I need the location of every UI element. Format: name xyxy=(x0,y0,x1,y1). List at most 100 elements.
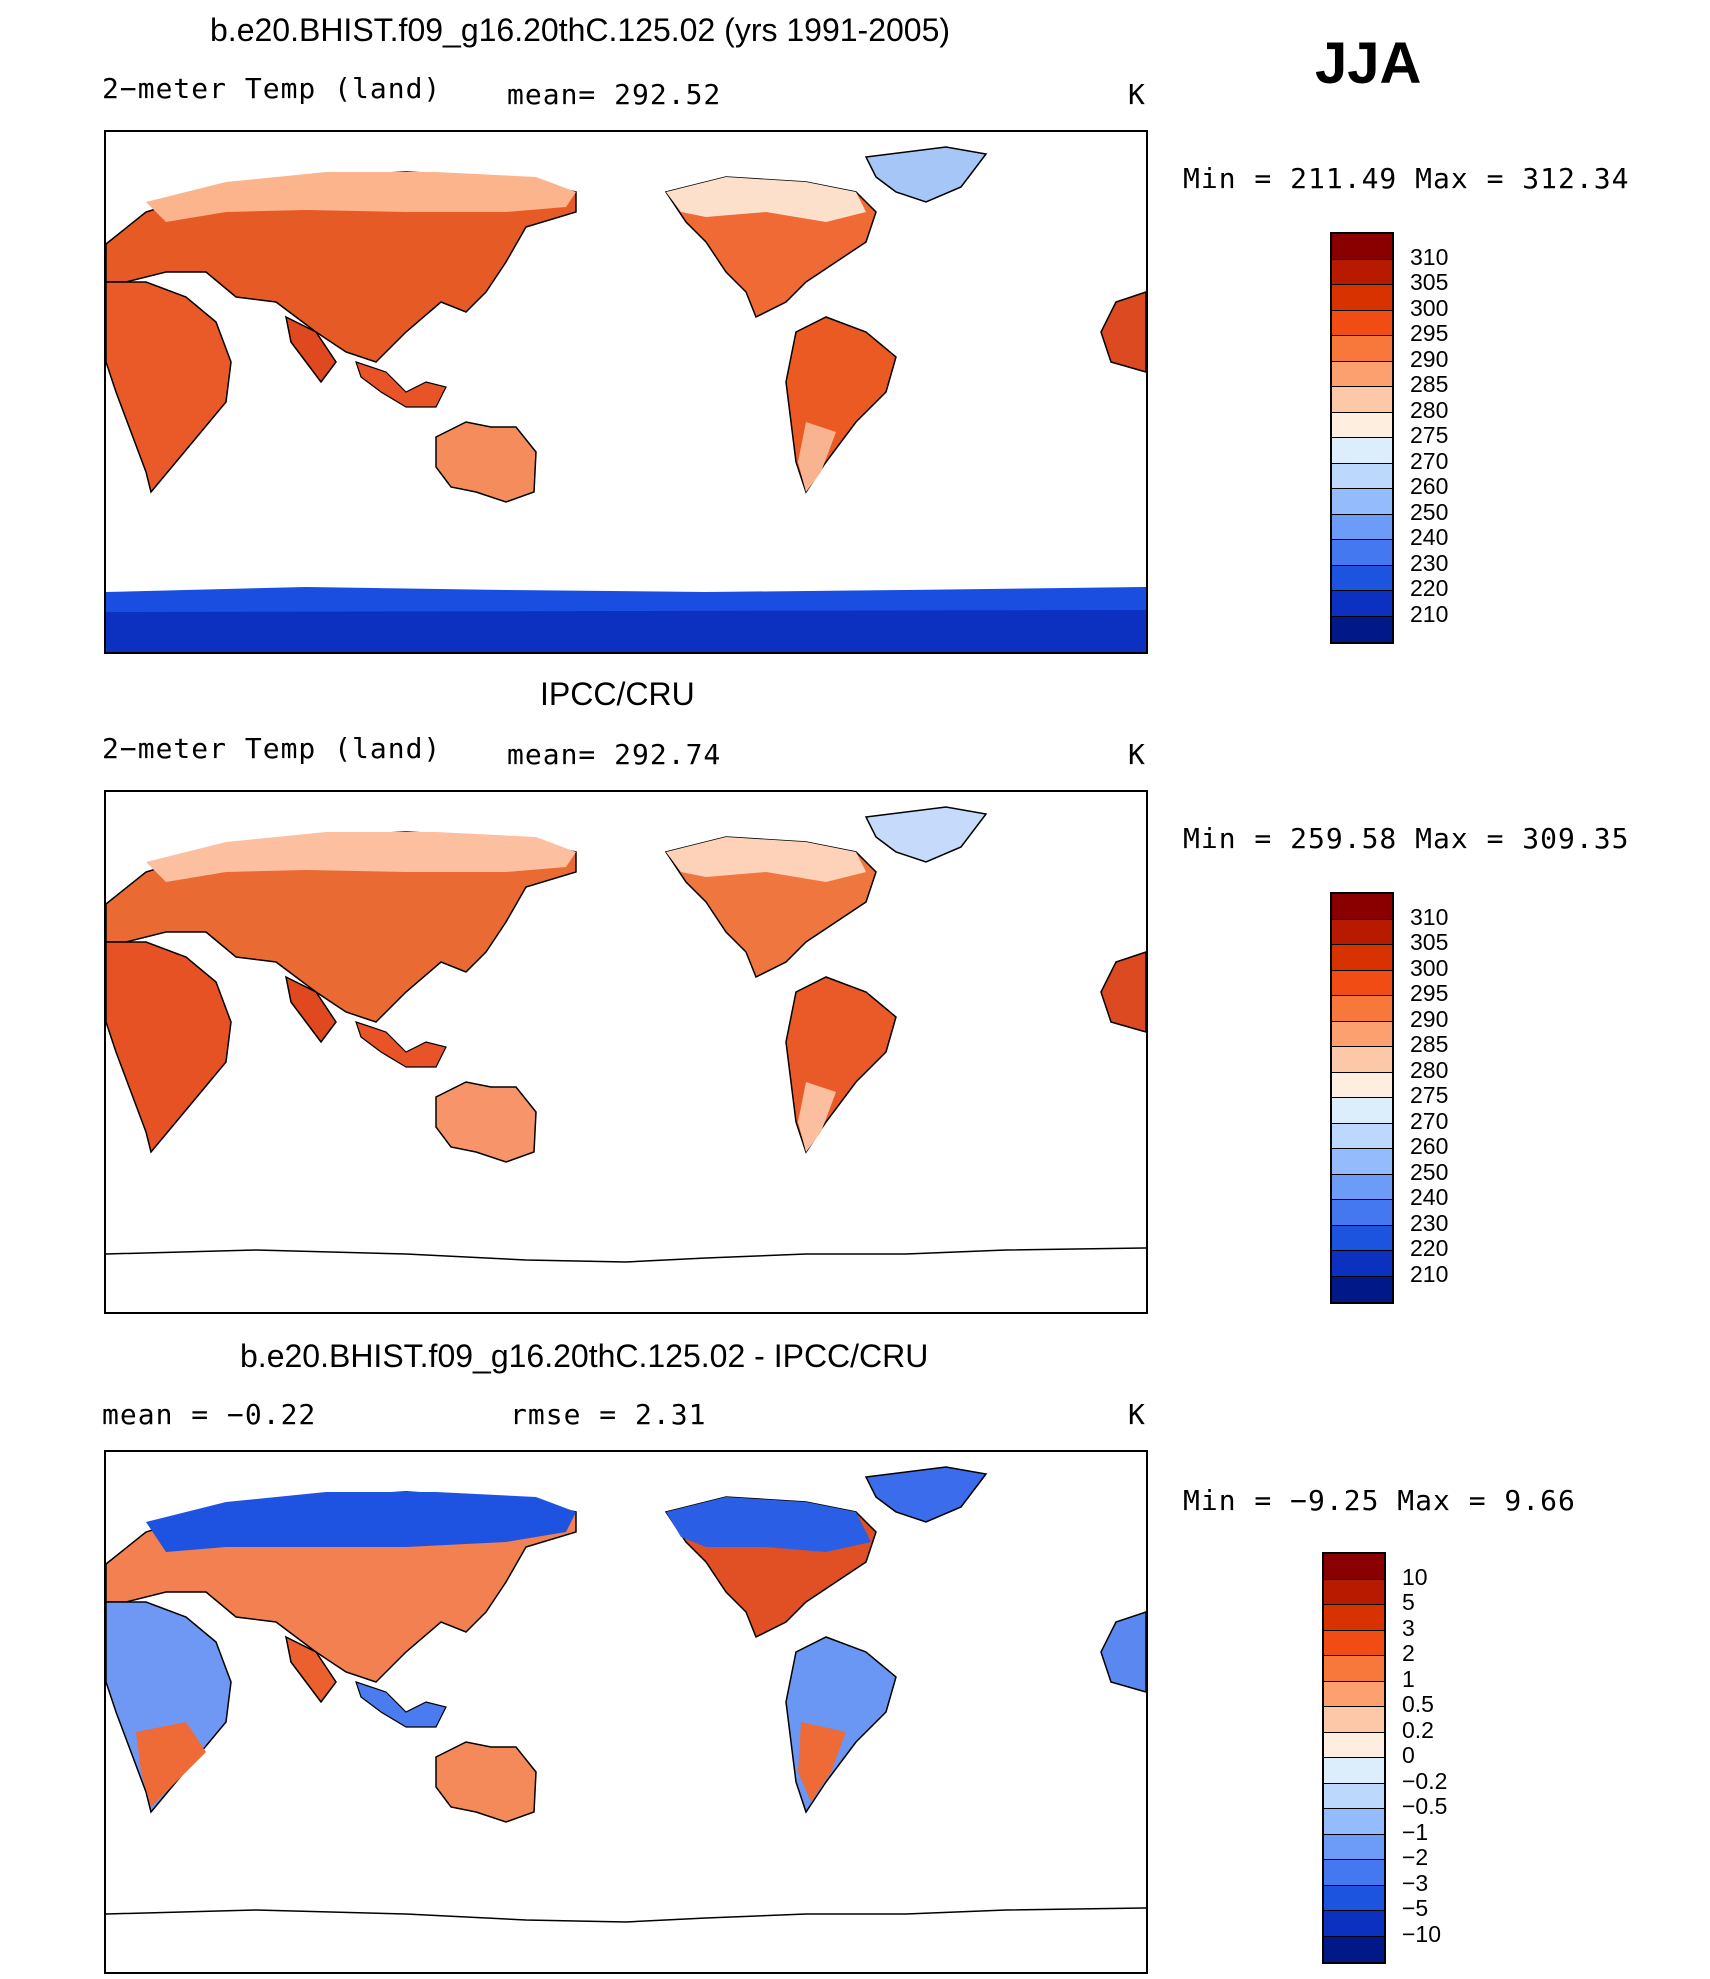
colorbar-tick-label: 250 xyxy=(1410,498,1449,525)
continent-greenland xyxy=(864,806,988,863)
continent-seasia xyxy=(355,361,447,408)
cbar-swatch xyxy=(1332,412,1392,438)
colorbar-tick-label: 280 xyxy=(1410,396,1449,423)
colorbar-tick-label: 310 xyxy=(1410,903,1449,930)
colorbar-tick-label: 1 xyxy=(1402,1665,1415,1692)
cbar-swatch xyxy=(1332,591,1392,617)
panel-2-minmax: Min = 259.58 Max = 309.35 xyxy=(1183,822,1630,855)
colorbar-tick-label: 220 xyxy=(1410,575,1449,601)
cbar-swatch xyxy=(1332,489,1392,515)
cbar-swatch xyxy=(1332,310,1392,336)
colorbar-tick-label: 305 xyxy=(1410,269,1449,295)
continent-africa-south xyxy=(136,1722,206,1807)
panel-1-variable-label: 2−meter Temp (land) xyxy=(102,72,442,105)
cbar-swatch xyxy=(1332,259,1392,285)
colorbar-tick-label: 275 xyxy=(1410,1082,1449,1108)
panel-1-units: K xyxy=(1128,78,1146,111)
season-label: JJA xyxy=(1315,31,1422,96)
colorbar-tick-label: 270 xyxy=(1410,1107,1449,1134)
cbar-swatch xyxy=(1332,1021,1392,1047)
continent-africa-wrap xyxy=(1100,1611,1146,1693)
colorbar-tick-label: −1 xyxy=(1402,1818,1429,1845)
cbar-swatch xyxy=(1332,945,1392,971)
colorbar-tick-label: 3 xyxy=(1402,1614,1415,1641)
colorbar-tick-label: 260 xyxy=(1410,1133,1449,1159)
cbar-swatch xyxy=(1332,919,1392,945)
continent-antarctica-outline xyxy=(106,1247,1146,1263)
colorbar-tick-label: 230 xyxy=(1410,549,1449,576)
colorbar-tick-label: 295 xyxy=(1410,980,1449,1006)
colorbar-tick-label: 10 xyxy=(1402,1563,1428,1590)
colorbar-tick-label: 305 xyxy=(1410,929,1449,955)
continent-north-america-cold xyxy=(666,1497,871,1552)
colorbar-tick-label: 295 xyxy=(1410,320,1449,346)
cbar-swatch xyxy=(1332,387,1392,413)
colorbar-tick-label: −10 xyxy=(1402,1920,1442,1947)
cbar-swatch xyxy=(1332,1276,1392,1302)
cbar-swatch xyxy=(1324,1758,1384,1784)
panel-3-rmse-label: rmse = 2.31 xyxy=(510,1398,707,1431)
continent-africa-wrap xyxy=(1100,951,1146,1033)
continent-india xyxy=(284,975,337,1044)
cbar-swatch xyxy=(1332,285,1392,311)
cbar-swatch xyxy=(1324,1630,1384,1656)
cbar-swatch xyxy=(1332,336,1392,362)
panel-2-variable-label: 2−meter Temp (land) xyxy=(102,732,442,765)
cbar-swatch xyxy=(1332,1225,1392,1251)
colorbar-tick-label: 270 xyxy=(1410,447,1449,474)
panel-2-colorbar xyxy=(1330,892,1394,1304)
colorbar-tick-label: 0.2 xyxy=(1402,1716,1434,1743)
cbar-swatch xyxy=(1332,970,1392,996)
continent-south-america-south xyxy=(798,1082,836,1152)
panel-3-map xyxy=(104,1450,1148,1974)
colorbar-tick-label: 280 xyxy=(1410,1056,1449,1083)
continent-eurasia-cold xyxy=(146,832,576,882)
colorbar-tick-label: −5 xyxy=(1402,1895,1429,1921)
cbar-swatch xyxy=(1324,1936,1384,1962)
colorbar-tick-label: −2 xyxy=(1402,1844,1429,1870)
cbar-swatch xyxy=(1332,463,1392,489)
colorbar-tick-label: 285 xyxy=(1410,1031,1449,1057)
cbar-swatch xyxy=(1332,1072,1392,1098)
colorbar-tick-label: 260 xyxy=(1410,473,1449,499)
colorbar-tick-label: 230 xyxy=(1410,1209,1449,1236)
cbar-swatch xyxy=(1332,234,1392,260)
colorbar-tick-label: 240 xyxy=(1410,524,1449,550)
panel-2-map xyxy=(104,790,1148,1314)
cbar-swatch xyxy=(1324,1707,1384,1733)
colorbar-tick-label: 220 xyxy=(1410,1235,1449,1261)
colorbar-tick-label: −3 xyxy=(1402,1869,1429,1896)
cbar-swatch xyxy=(1332,1200,1392,1226)
cbar-swatch xyxy=(1332,1149,1392,1175)
cbar-swatch xyxy=(1324,1834,1384,1860)
continent-africa xyxy=(106,281,232,494)
continent-antarctica-core xyxy=(106,610,1146,652)
continent-india xyxy=(284,1635,337,1704)
colorbar-tick-label: 250 xyxy=(1410,1158,1449,1185)
cbar-swatch xyxy=(1332,1174,1392,1200)
colorbar-tick-label: 210 xyxy=(1410,600,1449,627)
continent-india xyxy=(284,315,337,384)
continent-africa-wrap xyxy=(1100,291,1146,373)
continent-south-america-south xyxy=(798,1722,846,1802)
panel-1-title: b.e20.BHIST.f09_g16.20thC.125.02 (yrs 19… xyxy=(210,12,951,48)
cbar-swatch xyxy=(1332,1047,1392,1073)
colorbar-tick-label: 300 xyxy=(1410,954,1449,981)
cbar-swatch xyxy=(1324,1783,1384,1809)
continent-australia xyxy=(435,421,537,503)
cbar-swatch xyxy=(1324,1809,1384,1835)
cbar-swatch xyxy=(1324,1681,1384,1707)
cbar-swatch xyxy=(1332,1098,1392,1124)
panel-1-map xyxy=(104,130,1148,654)
continent-africa xyxy=(106,941,232,1154)
panel-3-mean-label: mean = −0.22 xyxy=(102,1398,317,1431)
colorbar-tick-label: 275 xyxy=(1410,422,1449,448)
cbar-swatch xyxy=(1324,1860,1384,1886)
panel-3-units: K xyxy=(1128,1398,1146,1431)
cbar-swatch xyxy=(1332,1251,1392,1277)
colorbar-tick-label: 2 xyxy=(1402,1640,1415,1666)
colorbar-tick-label: −0.5 xyxy=(1402,1793,1448,1819)
cbar-swatch xyxy=(1324,1911,1384,1937)
continent-seasia xyxy=(355,1021,447,1068)
panel-2-units: K xyxy=(1128,738,1146,771)
